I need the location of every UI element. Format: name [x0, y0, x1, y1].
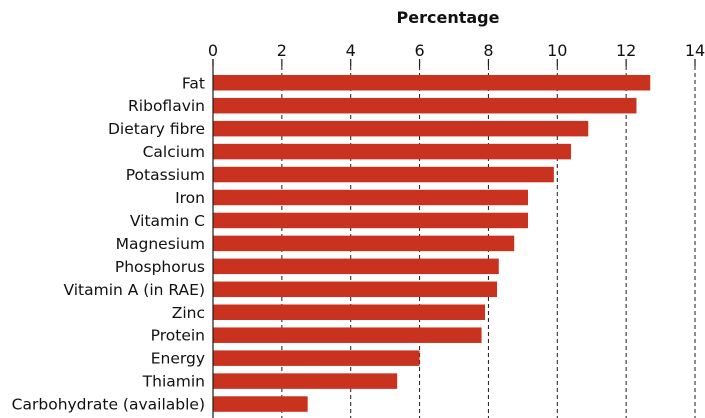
bar-vitamin-c	[213, 212, 529, 229]
bar-iron	[213, 189, 529, 206]
category-label-calcium: Calcium	[143, 143, 205, 161]
tick-label-8: 8	[483, 41, 493, 60]
category-label-dietary-fibre: Dietary fibre	[108, 120, 205, 138]
bar-vitamin-a-in-rae	[213, 281, 498, 298]
bar-magnesium	[213, 235, 515, 252]
bar-thiamin	[213, 373, 398, 389]
bars	[213, 75, 651, 412]
category-label-fat: Fat	[182, 74, 205, 92]
tick-label-2: 2	[277, 41, 287, 60]
category-label-carbohydrate-available: Carbohydrate (available)	[12, 396, 205, 414]
bar-dietary-fibre	[213, 120, 589, 137]
bar-calcium	[213, 143, 572, 160]
bar-energy	[213, 350, 420, 366]
category-label-potassium: Potassium	[126, 166, 205, 184]
bar-zinc	[213, 304, 485, 320]
category-label-phosphorus: Phosphorus	[115, 258, 205, 276]
tick-label-0: 0	[208, 41, 218, 60]
bar-riboflavin	[213, 97, 637, 114]
bar-fat	[213, 75, 651, 91]
x-axis-ticks: 0 2 4 6 8 10 12 14	[208, 41, 705, 66]
category-label-magnesium: Magnesium	[116, 235, 205, 253]
bar-phosphorus	[213, 258, 499, 275]
category-label-protein: Protein	[151, 327, 205, 345]
category-label-riboflavin: Riboflavin	[128, 97, 205, 115]
category-label-iron: Iron	[175, 189, 205, 207]
bar-carbohydrate-available	[213, 396, 308, 412]
tick-label-14: 14	[685, 41, 705, 60]
category-labels: Fat Riboflavin Dietary fibre Calcium Potassi…	[12, 74, 205, 413]
tick-label-6: 6	[414, 41, 424, 60]
category-label-vitamin-a-in-rae: Vitamin A (in RAE)	[63, 281, 205, 299]
category-label-zinc: Zinc	[172, 304, 205, 322]
category-label-vitamin-c: Vitamin C	[130, 212, 205, 230]
category-label-thiamin: Thiamin	[142, 373, 205, 391]
tick-label-4: 4	[346, 41, 356, 60]
x-axis-title: Percentage	[397, 8, 500, 27]
tick-label-10: 10	[547, 41, 567, 60]
tick-label-12: 12	[616, 41, 636, 60]
bar-potassium	[213, 166, 554, 183]
bar-protein	[213, 327, 482, 343]
category-label-energy: Energy	[151, 350, 205, 368]
